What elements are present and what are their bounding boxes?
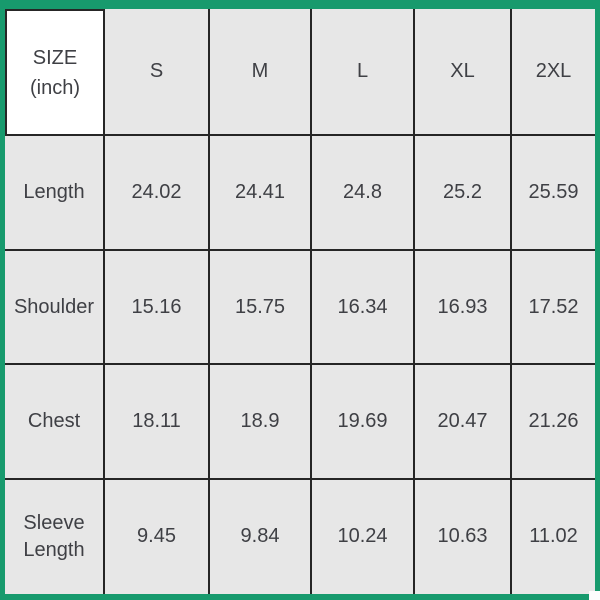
size-chart-table: SIZE (inch) S M L XL 2XL Length 24.02 24… [5,9,595,594]
row-label-sleeve-length: Sleeve Length [5,479,105,594]
column-header-s: S [105,9,210,137]
value-cell: 19.69 [312,365,415,480]
value-cell: 10.24 [312,479,415,594]
table-row-shoulder: Shoulder 15.16 15.75 16.34 16.93 17.52 [5,250,595,366]
column-header-2xl: 2XL [512,9,595,137]
column-header-m: M [210,9,312,137]
value-cell: 18.9 [210,365,312,480]
row-label-chest: Chest [5,365,105,480]
corner-unit: (inch) [29,76,80,99]
value-cell: 20.47 [415,365,512,480]
value-cell: 16.93 [415,250,512,366]
value-cell: 10.63 [415,479,512,594]
value-cell: 17.52 [512,250,595,366]
corner-notch [589,591,600,600]
value-cell: 24.02 [105,136,210,251]
column-header-l: L [312,9,415,137]
value-cell: 9.45 [105,479,210,594]
value-cell: 21.26 [512,365,595,480]
row-label-shoulder: Shoulder [5,250,105,366]
table-row-chest: Chest 18.11 18.9 19.69 20.47 21.26 [5,365,595,480]
value-cell: 15.16 [105,250,210,366]
header-row: SIZE (inch) S M L XL 2XL [5,9,595,137]
value-cell: 24.41 [210,136,312,251]
size-unit-corner-cell: SIZE (inch) [5,9,105,137]
value-cell: 18.11 [105,365,210,480]
value-cell: 24.8 [312,136,415,251]
value-cell: 15.75 [210,250,312,366]
table-row-sleeve-length: Sleeve Length 9.45 9.84 10.24 10.63 11.0… [5,479,595,594]
column-header-xl: XL [415,9,512,137]
value-cell: 9.84 [210,479,312,594]
value-cell: 25.2 [415,136,512,251]
row-label-length: Length [5,136,105,251]
value-cell: 16.34 [312,250,415,366]
table-row-length: Length 24.02 24.41 24.8 25.2 25.59 [5,136,595,251]
value-cell: 11.02 [512,479,595,594]
corner-title: SIZE [32,46,78,69]
value-cell: 25.59 [512,136,595,251]
